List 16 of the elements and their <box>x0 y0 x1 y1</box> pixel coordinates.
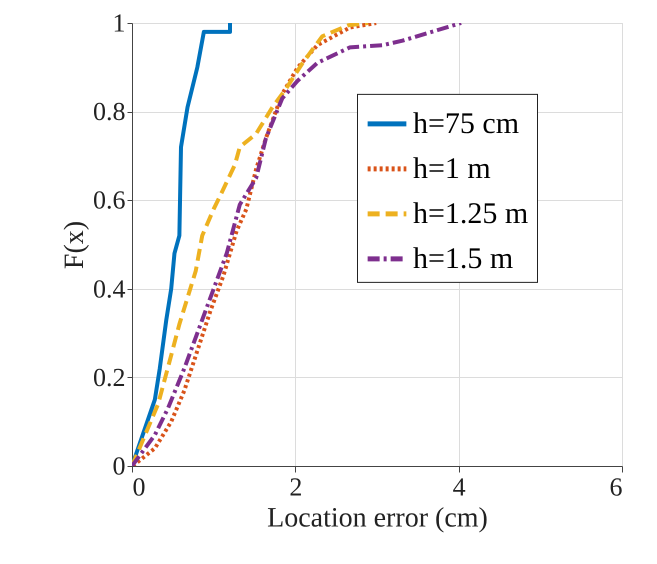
x-tick-label: 0 <box>132 472 146 502</box>
legend-label: h=1.25 m <box>413 196 528 230</box>
x-tick-label: 6 <box>610 472 622 502</box>
x-tick-label: 2 <box>289 472 302 502</box>
y-tick-label: 1 <box>112 8 126 38</box>
legend-label: h=75 cm <box>413 106 520 140</box>
y-tick-label: 0.6 <box>93 186 126 215</box>
legend-label: h=1.5 m <box>413 242 514 275</box>
y-tick-label: 0.8 <box>93 97 126 126</box>
y-tick-label: 0 <box>112 452 126 480</box>
y-tick-label: 0.2 <box>93 362 126 392</box>
legend-label: h=1 m <box>413 152 491 185</box>
y-axis-title: F(x) <box>59 220 90 270</box>
y-tick-label: 0.4 <box>93 274 126 304</box>
x-axis-title: Location error (cm) <box>267 502 488 534</box>
x-tick-label: 4 <box>452 472 466 502</box>
